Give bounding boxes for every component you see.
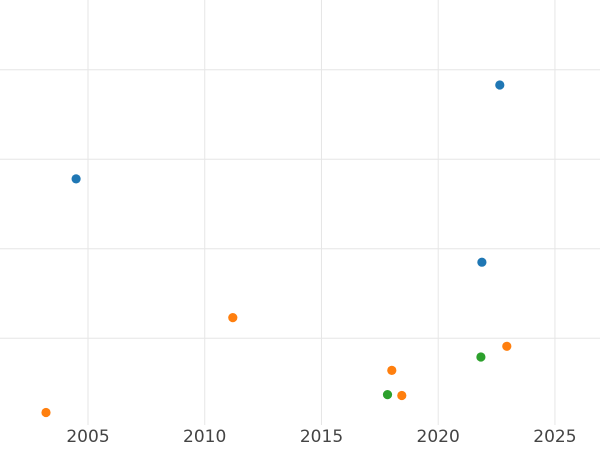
x-tick-label: 2010 [183, 427, 227, 447]
data-point-green [382, 390, 393, 400]
x-tick-label: 2015 [299, 427, 344, 447]
data-point-orange [397, 390, 407, 401]
data-point-blue [71, 174, 81, 184]
gridlines [0, 0, 600, 425]
data-point-orange [502, 341, 512, 351]
data-point-orange [228, 313, 238, 323]
data-points [41, 80, 512, 418]
x-tick-label: 2020 [416, 427, 460, 447]
x-tick-label: 2005 [66, 427, 110, 447]
data-point-orange [41, 407, 51, 418]
x-tick-label: 2025 [533, 427, 577, 447]
data-point-blue [495, 80, 505, 90]
data-point-green [476, 352, 486, 362]
data-point-orange [387, 365, 397, 375]
data-point-blue [477, 257, 487, 267]
